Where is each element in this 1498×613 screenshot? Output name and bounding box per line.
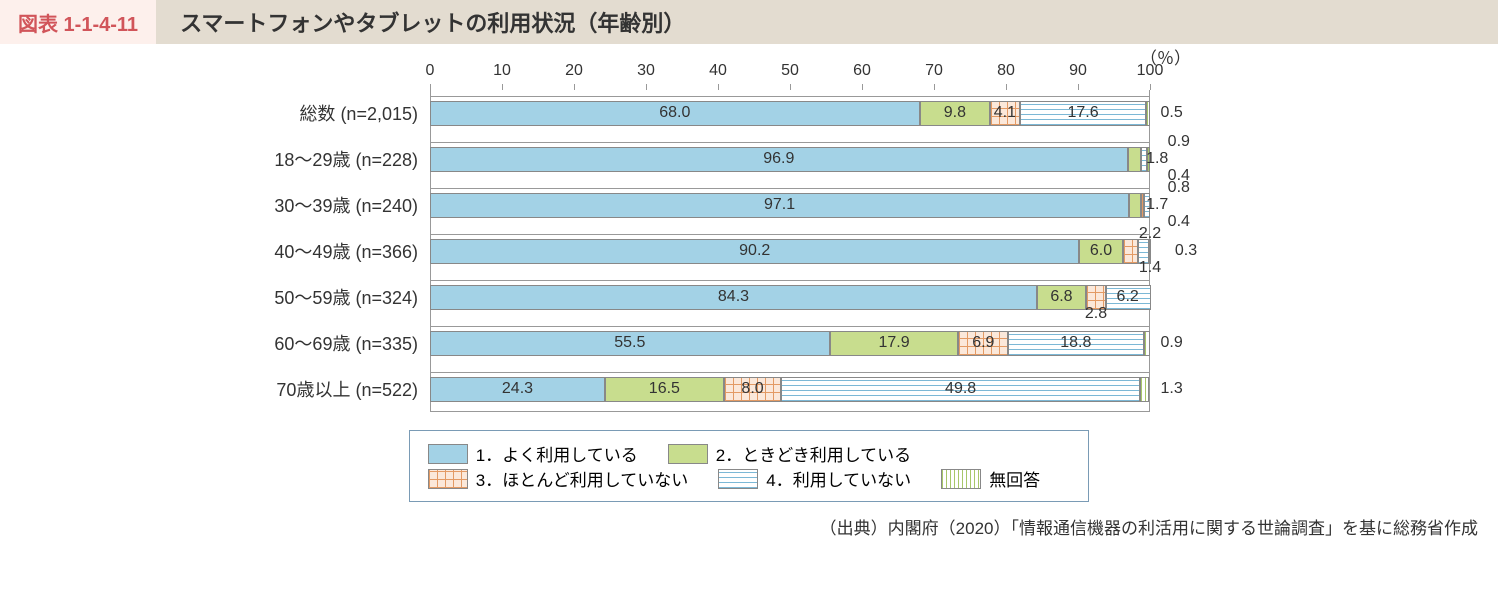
value-label: 2.2 (1139, 225, 1161, 243)
value-label: 68.0 (659, 104, 690, 122)
value-label: 24.3 (502, 380, 533, 398)
value-label: 18.8 (1060, 334, 1091, 352)
value-label: 4.1 (994, 104, 1016, 122)
row-label: 18～29歳 (n=228) (0, 146, 430, 172)
value-label: 1.7 (1146, 196, 1168, 214)
legend-label: 1．よく利用している (476, 441, 638, 466)
row-label: 総数 (n=2,015) (0, 100, 430, 126)
row-label: 50～59歳 (n=324) (0, 284, 430, 310)
value-label: 0.9 (1160, 334, 1182, 352)
legend-swatch (668, 444, 708, 464)
chart-row: 70歳以上 (n=522) 24.3 16.5 8.0 49.8 1.3 (0, 366, 1498, 412)
value-label: 55.5 (614, 334, 645, 352)
value-label: 84.3 (718, 288, 749, 306)
chart-row: 60～69歳 (n=335) 55.5 17.9 6.9 18.8 0.9 (0, 320, 1498, 366)
figure-number-badge: 図表 1-1-4-11 (0, 0, 156, 44)
bar-segment (1144, 331, 1150, 356)
legend-swatch (718, 469, 758, 489)
chart-row: 30～39歳 (n=240)97.11.70.40.8 (0, 182, 1498, 228)
chart-row: 40～49歳 (n=366)90.26.02.21.40.3 (0, 228, 1498, 274)
figure-title: スマートフォンやタブレットの利用状況（年齢別） (156, 0, 1498, 44)
x-axis-tick: 40 (709, 62, 727, 80)
value-label: 0.9 (1168, 133, 1190, 151)
x-axis-tick: 20 (565, 62, 583, 80)
x-axis-tick: 0 (426, 62, 435, 80)
chart-row: 50～59歳 (n=324)84.36.82.86.2 (0, 274, 1498, 320)
title-row: 図表 1-1-4-11 スマートフォンやタブレットの利用状況（年齢別） (0, 0, 1498, 44)
legend-label: 3．ほとんど利用していない (476, 466, 688, 491)
value-label: 49.8 (945, 380, 976, 398)
bar-area (430, 280, 1150, 314)
value-label: 16.5 (649, 380, 680, 398)
value-label: 6.2 (1117, 288, 1139, 306)
chart-row: 18～29歳 (n=228)96.91.80.90.4 (0, 136, 1498, 182)
x-axis-tick: 50 (781, 62, 799, 80)
legend: 1．よく利用している 2．ときどき利用している 3．ほとんど利用していない 4．利用し… (409, 430, 1089, 502)
chart: （％）0102030405060708090100 総数 (n=2,015)68… (0, 62, 1498, 502)
value-label: 8.0 (741, 380, 763, 398)
legend-item: 1．よく利用している (428, 441, 638, 466)
legend-item: 2．ときどき利用している (668, 441, 911, 466)
value-label: 9.8 (944, 104, 966, 122)
legend-label: 無回答 (989, 466, 1040, 491)
x-axis-tick: 80 (997, 62, 1015, 80)
value-label: 90.2 (739, 242, 770, 260)
row-label: 40～49歳 (n=366) (0, 238, 430, 264)
value-label: 0.8 (1168, 179, 1190, 197)
value-label: 17.6 (1067, 104, 1098, 122)
value-label: 17.9 (878, 334, 909, 352)
value-label: 1.3 (1160, 380, 1182, 398)
value-label: 6.0 (1090, 242, 1112, 260)
legend-swatch (941, 469, 981, 489)
value-label: 0.5 (1160, 104, 1182, 122)
legend-label: 4．利用していない (766, 466, 911, 491)
legend-swatch (428, 444, 468, 464)
bar-area (430, 326, 1150, 360)
x-axis-tick: 30 (637, 62, 655, 80)
bar-area (430, 96, 1150, 130)
legend-swatch (428, 469, 468, 489)
x-axis-tick: 100 (1137, 62, 1164, 80)
row-label: 70歳以上 (n=522) (0, 376, 430, 402)
value-label: 97.1 (764, 196, 795, 214)
value-label: 6.8 (1050, 288, 1072, 306)
bar-segment (1128, 147, 1141, 172)
legend-item: 無回答 (941, 466, 1040, 491)
value-label: 96.9 (763, 150, 794, 168)
legend-item: 3．ほとんど利用していない (428, 466, 688, 491)
bars-container: 総数 (n=2,015) 68.0 9.8 4.1 17.6 0.5 18～29歳 (n=2… (0, 90, 1498, 412)
bar-segment (1140, 377, 1149, 402)
x-axis-tick: 60 (853, 62, 871, 80)
x-axis: （％）0102030405060708090100 (0, 62, 1498, 90)
bar-area (430, 372, 1150, 406)
legend-item: 4．利用していない (718, 466, 911, 491)
bar-area (430, 234, 1150, 268)
legend-label: 2．ときどき利用している (716, 441, 911, 466)
value-label: 1.8 (1146, 150, 1168, 168)
bar-segment (1123, 239, 1139, 264)
row-label: 30～39歳 (n=240) (0, 192, 430, 218)
x-axis-tick: 10 (493, 62, 511, 80)
x-axis-tick: 70 (925, 62, 943, 80)
chart-row: 総数 (n=2,015) 68.0 9.8 4.1 17.6 0.5 (0, 90, 1498, 136)
bar-segment (1146, 101, 1150, 126)
value-label: 0.3 (1175, 242, 1197, 260)
bar-segment (1129, 193, 1141, 218)
value-label: 6.9 (972, 334, 994, 352)
source-citation: （出典）内閣府（2020）「情報通信機器の利活用に関する世論調査」を基に総務省作… (0, 514, 1498, 539)
x-axis-tick: 90 (1069, 62, 1087, 80)
row-label: 60～69歳 (n=335) (0, 330, 430, 356)
